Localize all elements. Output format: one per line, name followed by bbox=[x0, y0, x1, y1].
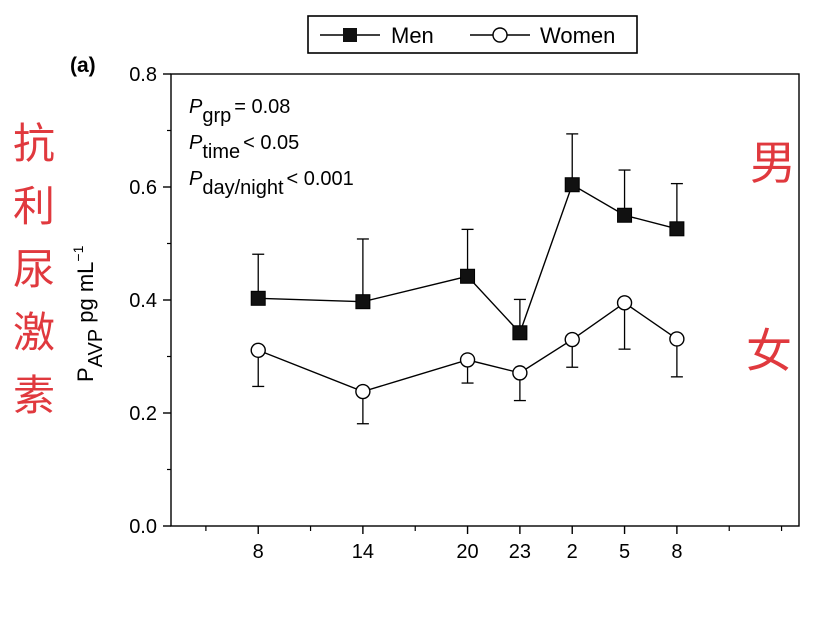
x-tick-label: 20 bbox=[456, 541, 478, 563]
legend-men-label: Men bbox=[391, 23, 434, 48]
data-point bbox=[355, 294, 371, 310]
side-annotation-char: 素 bbox=[12, 371, 55, 420]
y-axis-label-text: PAVPpg mL−1 bbox=[70, 245, 107, 382]
stat-line: Pday/night < 0.001 bbox=[189, 168, 354, 199]
data-point bbox=[669, 221, 685, 237]
x-tick-label: 14 bbox=[352, 541, 374, 563]
side-annotation-char: 利 bbox=[12, 182, 55, 231]
series-women bbox=[250, 295, 685, 425]
series-men bbox=[250, 133, 685, 341]
data-point bbox=[355, 383, 371, 400]
x-tick-label: 2 bbox=[567, 541, 578, 563]
data-point bbox=[564, 177, 580, 193]
y-tick-label: 0.6 bbox=[129, 177, 157, 199]
series-layer bbox=[250, 133, 685, 425]
data-point bbox=[512, 325, 528, 341]
data-point bbox=[459, 352, 476, 368]
y-tick-label: 0.8 bbox=[129, 64, 157, 86]
y-tick-label: 0.4 bbox=[129, 290, 157, 312]
x-tick-label: 8 bbox=[253, 541, 264, 563]
x-tick-label: 5 bbox=[619, 541, 630, 563]
y-tick-label: 0.2 bbox=[129, 403, 157, 425]
legend-men-marker bbox=[343, 28, 357, 42]
stats-annotation: Pgrp = 0.08 Ptime < 0.05 Pday/night < 0.001 bbox=[189, 96, 354, 199]
data-point bbox=[460, 268, 476, 284]
data-point bbox=[250, 342, 266, 358]
data-point bbox=[250, 290, 266, 306]
y-tick-label: 0.0 bbox=[129, 516, 157, 538]
legend-women-label: Women bbox=[540, 23, 615, 48]
y-axis-label: PAVPpg mL−1 bbox=[70, 245, 107, 382]
side-annotation-char: 抗 bbox=[12, 119, 55, 168]
legend-women-marker bbox=[492, 27, 508, 43]
data-point bbox=[616, 295, 633, 311]
x-tick-label: 23 bbox=[509, 541, 531, 563]
legend: Men Women bbox=[307, 15, 638, 54]
side-annotation-char: 激 bbox=[12, 308, 55, 357]
panel-label: (a) bbox=[70, 54, 96, 77]
data-point bbox=[564, 331, 580, 348]
x-tick-label: 8 bbox=[671, 541, 682, 563]
side-annotation-antidiuretic-hormone: 抗利尿激素 bbox=[8, 112, 60, 427]
stat-line: Ptime < 0.05 bbox=[189, 132, 299, 163]
axes: 0.0 0.2 0.4 0.6 0.8 8 14 20 23 2 5 8 bbox=[129, 64, 800, 563]
side-annotation-char: 尿 bbox=[12, 245, 55, 294]
stat-line: Pgrp = 0.08 bbox=[189, 96, 290, 127]
data-point bbox=[617, 207, 633, 223]
women-annotation: 女 bbox=[746, 324, 792, 378]
data-point bbox=[512, 365, 528, 381]
data-point bbox=[669, 331, 685, 347]
men-annotation: 男 bbox=[750, 136, 796, 190]
